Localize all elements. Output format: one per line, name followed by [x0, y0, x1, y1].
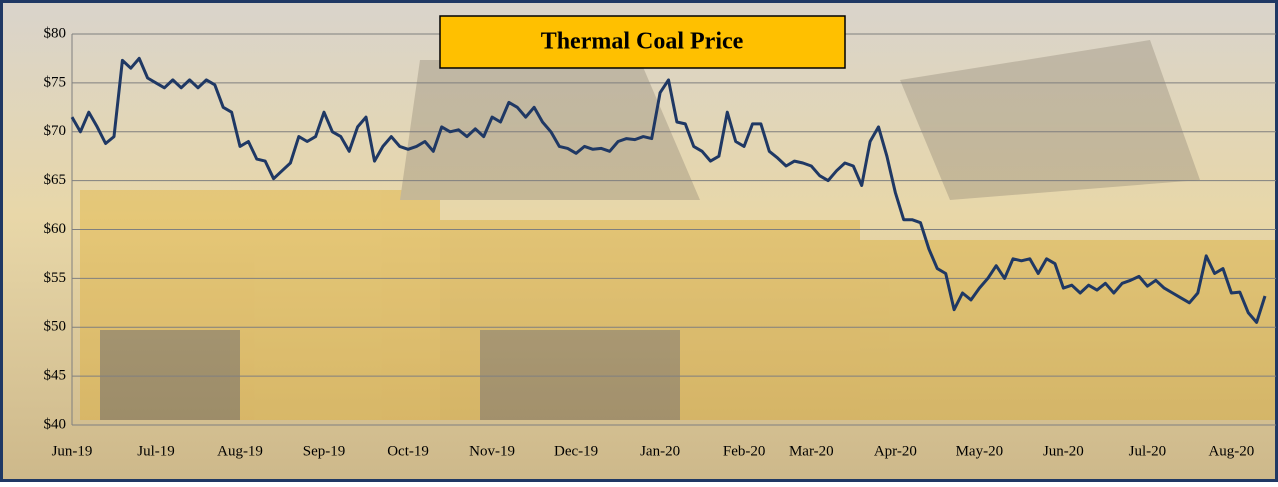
y-tick-label: $40 — [44, 416, 67, 432]
y-tick-label: $50 — [44, 319, 67, 335]
x-tick-label: Aug-20 — [1208, 443, 1254, 459]
x-tick-label: Oct-19 — [387, 443, 429, 459]
x-tick-label: Apr-20 — [874, 443, 917, 459]
y-tick-label: $80 — [44, 25, 67, 41]
y-tick-label: $45 — [44, 368, 67, 384]
chart-title: Thermal Coal Price — [541, 29, 744, 55]
y-tick-label: $70 — [44, 123, 67, 139]
y-tick-label: $60 — [44, 221, 67, 237]
x-tick-label: Jun-20 — [1043, 443, 1084, 459]
y-tick-label: $65 — [44, 172, 67, 188]
x-tick-label: Jun-19 — [52, 443, 93, 459]
title-box — [439, 15, 846, 69]
x-tick-label: Jul-19 — [137, 443, 175, 459]
x-tick-label: Jul-20 — [1129, 443, 1167, 459]
x-tick-label: Mar-20 — [789, 443, 834, 459]
y-tick-label: $75 — [44, 74, 67, 90]
x-tick-label: May-20 — [956, 443, 1004, 459]
x-tick-label: Sep-19 — [303, 443, 346, 459]
x-tick-label: Dec-19 — [554, 443, 598, 459]
price-line — [70, 56, 1267, 324]
x-tick-label: Feb-20 — [723, 443, 766, 459]
y-tick-label: $55 — [44, 270, 67, 286]
x-tick-label: Aug-19 — [217, 443, 263, 459]
x-tick-label: Jan-20 — [640, 443, 680, 459]
x-tick-label: Nov-19 — [469, 443, 515, 459]
